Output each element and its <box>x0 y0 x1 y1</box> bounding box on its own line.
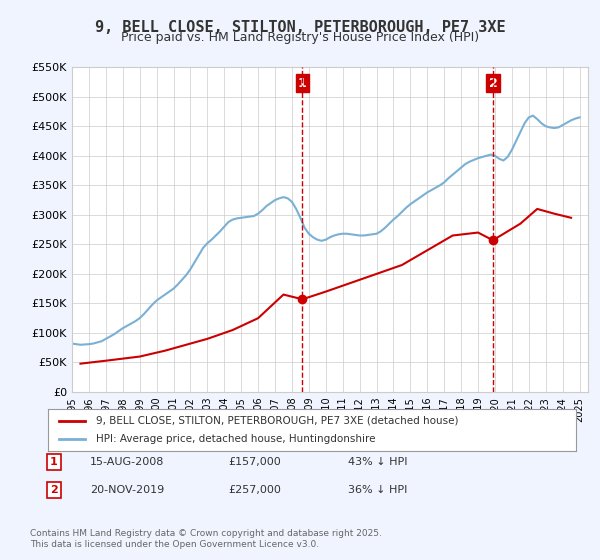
Text: 15-AUG-2008: 15-AUG-2008 <box>90 457 164 467</box>
Text: 43% ↓ HPI: 43% ↓ HPI <box>348 457 407 467</box>
Text: 9, BELL CLOSE, STILTON, PETERBOROUGH, PE7 3XE: 9, BELL CLOSE, STILTON, PETERBOROUGH, PE… <box>95 20 505 35</box>
Text: 1: 1 <box>50 457 58 467</box>
Text: 2: 2 <box>488 77 497 90</box>
Text: 36% ↓ HPI: 36% ↓ HPI <box>348 485 407 495</box>
Text: £157,000: £157,000 <box>228 457 281 467</box>
Text: 2: 2 <box>50 485 58 495</box>
Text: Contains HM Land Registry data © Crown copyright and database right 2025.
This d: Contains HM Land Registry data © Crown c… <box>30 529 382 549</box>
Text: 20-NOV-2019: 20-NOV-2019 <box>90 485 164 495</box>
Text: 9, BELL CLOSE, STILTON, PETERBOROUGH, PE7 3XE (detached house): 9, BELL CLOSE, STILTON, PETERBOROUGH, PE… <box>95 416 458 426</box>
Text: HPI: Average price, detached house, Huntingdonshire: HPI: Average price, detached house, Hunt… <box>95 434 375 444</box>
Text: £257,000: £257,000 <box>228 485 281 495</box>
Text: 1: 1 <box>298 77 307 90</box>
Text: Price paid vs. HM Land Registry's House Price Index (HPI): Price paid vs. HM Land Registry's House … <box>121 31 479 44</box>
